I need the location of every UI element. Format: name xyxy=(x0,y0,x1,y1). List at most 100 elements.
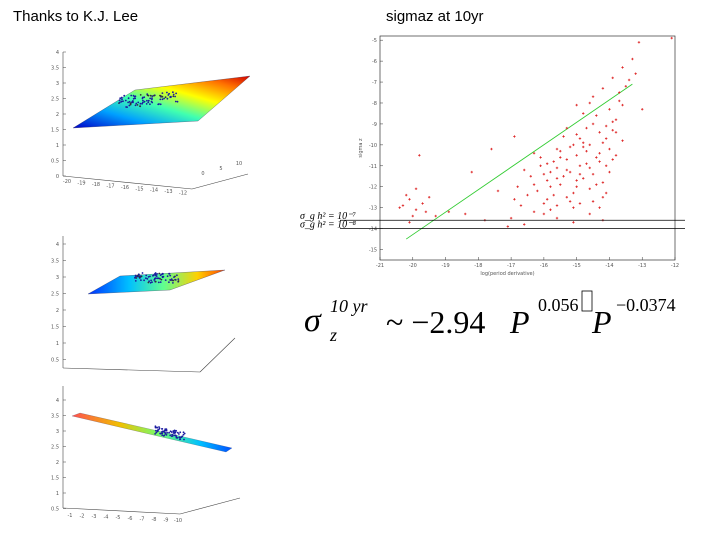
scatter-point xyxy=(565,126,569,130)
scatter-point xyxy=(578,137,582,140)
surface-point xyxy=(137,101,140,104)
scatter-point xyxy=(582,112,585,115)
surface-point xyxy=(154,425,157,428)
scatter-point xyxy=(591,122,595,126)
scatter-point xyxy=(414,208,418,211)
surface-point xyxy=(142,99,144,102)
surface-point xyxy=(175,92,178,95)
x-tick-label: -6 xyxy=(128,516,133,522)
surface-point xyxy=(169,279,172,281)
surface-point xyxy=(139,102,142,105)
scatter-point xyxy=(568,170,572,174)
scatter-point xyxy=(604,124,608,128)
surface-point xyxy=(183,432,186,435)
z-tick-label: 1.5 xyxy=(51,128,59,134)
scatter-point xyxy=(582,145,585,149)
surface-plot-bottom: 4 3.5 3 2.5 2 1.5 1 0.5 -1 -2 -3 -4 -5 -6 -7 -8 -9 -10 xyxy=(51,386,241,524)
z-tick-label: 2 xyxy=(56,460,59,466)
surface-point xyxy=(147,99,150,102)
surface-point xyxy=(119,97,122,100)
surface-point xyxy=(139,105,141,107)
scatter-point xyxy=(565,195,569,199)
surface-point xyxy=(143,100,146,103)
x-tick-label: -17 xyxy=(106,183,114,189)
scatter-point xyxy=(611,158,614,161)
surface-point xyxy=(157,277,160,280)
surface-point xyxy=(143,96,146,99)
surface-point xyxy=(132,94,135,97)
scatter-point xyxy=(559,156,562,159)
scatter-point xyxy=(424,210,428,214)
surface-point xyxy=(174,95,177,98)
surface-point xyxy=(150,279,152,282)
scatter-point xyxy=(588,212,591,216)
scatter-point xyxy=(542,202,546,205)
surface-point xyxy=(155,274,157,277)
scatter-point xyxy=(496,189,500,193)
scatter-point xyxy=(588,187,591,191)
y-tick-label: -7 xyxy=(372,80,377,86)
scatter-point xyxy=(408,198,411,201)
surface-point xyxy=(161,432,164,435)
surface-point xyxy=(174,279,177,281)
surface-point xyxy=(158,427,161,430)
y-tick-label: -8 xyxy=(372,101,377,107)
scatter-point xyxy=(611,129,614,132)
scatter-point xyxy=(634,72,637,75)
scatter-point xyxy=(532,183,536,186)
surface-point xyxy=(153,279,156,281)
surface-point xyxy=(135,102,138,105)
surface-point xyxy=(145,274,148,277)
surface-point xyxy=(145,277,147,280)
scatter-point xyxy=(631,57,634,61)
scatter-point xyxy=(568,145,572,149)
scatter-point xyxy=(582,177,585,180)
surface-point xyxy=(176,431,179,434)
x-tick-label: -13 xyxy=(638,263,646,269)
surface-point xyxy=(146,93,149,95)
scatter-point xyxy=(575,133,578,136)
scatter-point xyxy=(513,135,516,138)
surface-point xyxy=(141,272,144,274)
reference-line-label: σ_g h² = 10⁻⁷ xyxy=(300,211,356,222)
y-tick-label: -5 xyxy=(372,38,377,44)
plot-title: sigmaz at 10yr xyxy=(386,8,484,25)
scatter-point xyxy=(555,166,559,170)
scatter-point xyxy=(588,101,591,105)
surface-point xyxy=(147,94,150,97)
surface-point xyxy=(151,97,153,99)
z-tick-label: 3 xyxy=(56,429,59,435)
scatter-point xyxy=(578,172,582,176)
surface-point xyxy=(149,97,152,100)
x-tick-label: -18 xyxy=(92,182,100,188)
scatter-point xyxy=(621,66,624,69)
scatter-point xyxy=(559,183,562,186)
y-tick-label: 0 xyxy=(201,171,204,177)
surface-point xyxy=(170,435,173,438)
scatter-point xyxy=(601,87,605,90)
x-tick-label: -9 xyxy=(164,517,169,523)
scatter-point xyxy=(572,221,575,224)
scatter-point xyxy=(562,135,565,138)
surface-point xyxy=(122,100,124,103)
z-tick-label: 0.5 xyxy=(51,358,59,364)
x-tick-label: -19 xyxy=(77,180,85,186)
scatter-point xyxy=(595,114,598,117)
surface-plot-top: 43.532.521.510.50 -20 -19 -18 -17 -16 -15 -14-… xyxy=(51,50,251,197)
scatter-point xyxy=(545,162,549,165)
scatter-point xyxy=(624,85,628,88)
z-tick-label: 4 xyxy=(56,398,59,404)
surface-point xyxy=(175,436,178,439)
scatter-point xyxy=(572,191,575,195)
x-tick-label: -16 xyxy=(121,185,129,191)
surface-point xyxy=(161,95,164,98)
scatter-point xyxy=(572,143,575,147)
scatter-point xyxy=(598,206,601,209)
surface-point xyxy=(158,272,161,275)
surface-point xyxy=(174,431,177,433)
x-tick-label: -18 xyxy=(474,263,482,269)
surface-point xyxy=(154,272,157,274)
scatter-point xyxy=(529,175,532,178)
surface-point xyxy=(151,98,153,101)
surface-point xyxy=(129,102,132,104)
